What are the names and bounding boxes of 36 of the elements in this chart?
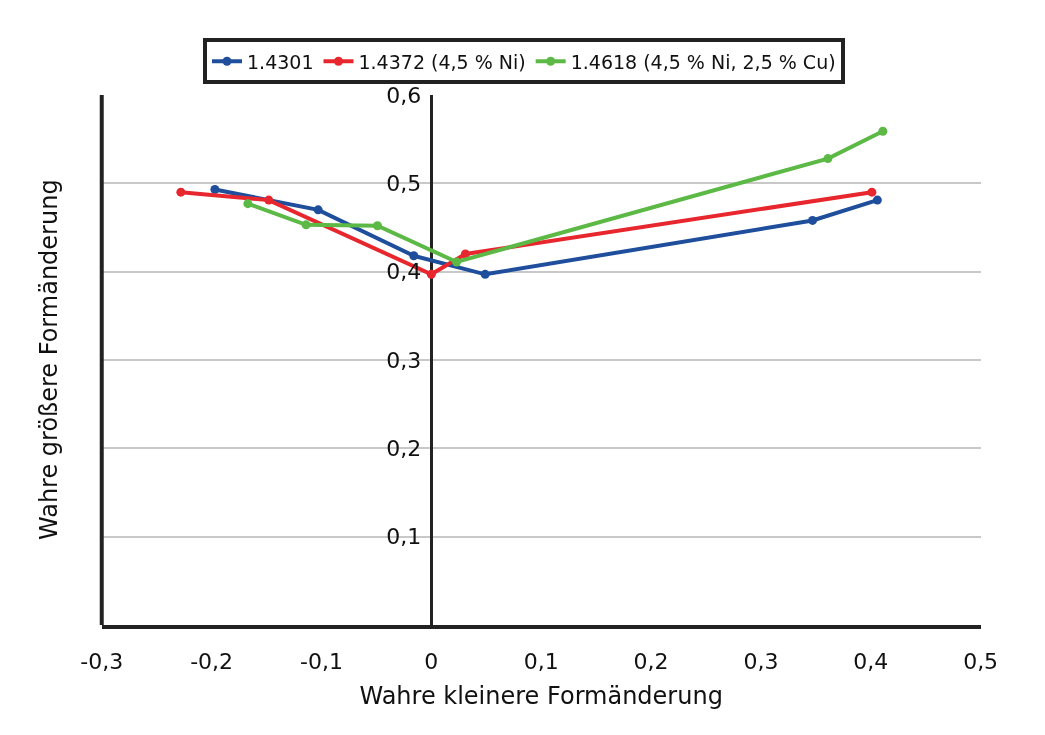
point bbox=[301, 220, 311, 230]
y-tick-label: 0,1 bbox=[386, 524, 422, 550]
point bbox=[480, 269, 490, 279]
y-tick-label: 0,5 bbox=[386, 171, 422, 197]
point bbox=[878, 126, 888, 136]
x-axis-title: Wahre kleinere Formänderung bbox=[359, 682, 723, 711]
point bbox=[243, 199, 253, 209]
point bbox=[823, 154, 833, 164]
point bbox=[452, 257, 462, 267]
x-tick-label: -0,2 bbox=[190, 649, 234, 675]
y-tick-label: 0,4 bbox=[386, 259, 422, 285]
y-tick-label: 0,3 bbox=[386, 347, 422, 373]
legend-label: 1.4372 (4,5 % Ni) bbox=[358, 50, 526, 73]
x-tick-label: 0,4 bbox=[853, 649, 889, 675]
point bbox=[210, 185, 220, 195]
point bbox=[372, 221, 382, 231]
y-tick-label: 0,2 bbox=[386, 436, 422, 462]
legend-label: 1.4618 (4,5 % Ni, 2,5 % Cu) bbox=[570, 50, 836, 73]
point bbox=[264, 195, 274, 205]
y-axis-title: Wahre größere Formänderung bbox=[35, 179, 63, 540]
x-tick-label: 0,3 bbox=[743, 649, 779, 675]
legend-label: 1.4301 bbox=[247, 50, 314, 73]
x-tick-label: -0,3 bbox=[80, 649, 124, 675]
x-tick-label: 0,5 bbox=[963, 649, 999, 675]
point bbox=[867, 187, 877, 197]
point bbox=[313, 205, 323, 215]
x-tick-label: 0,1 bbox=[523, 649, 559, 675]
y-tick-label: 0,6 bbox=[386, 82, 422, 108]
x-tick-label: 0 bbox=[424, 649, 439, 675]
point bbox=[426, 269, 436, 279]
point bbox=[409, 251, 419, 261]
point bbox=[808, 215, 818, 225]
point bbox=[872, 195, 882, 205]
point bbox=[176, 187, 186, 197]
x-tick-label: -0,1 bbox=[299, 649, 343, 675]
x-tick-label: 0,2 bbox=[633, 649, 669, 675]
